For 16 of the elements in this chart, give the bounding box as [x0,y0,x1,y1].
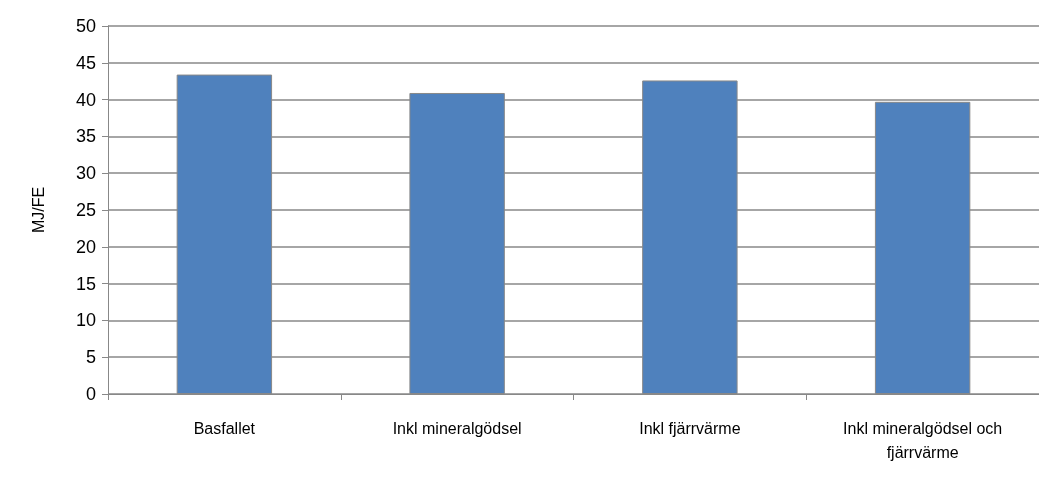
y-tick-label: 30 [75,163,96,184]
x-tick-label: Inkl mineralgödsel och fjärrvärme [843,419,1003,461]
y-tick-label: 0 [85,384,96,404]
x-tick-label: Inkl mineralgödsel [392,419,522,437]
x-tick-label: Basfallet [193,419,256,437]
y-axis-title: MJ/FE [29,186,47,234]
y-tick-label: 45 [75,52,96,73]
y-tick-label: 40 [75,89,96,110]
y-tick-label: 20 [75,236,96,257]
y-tick-label: 5 [85,347,96,368]
y-tick-label: 25 [75,200,96,220]
y-tick-label: 10 [75,310,96,331]
y-tick-label: 35 [75,126,96,147]
y-tick-label: 15 [75,273,96,294]
x-tick-label: Inkl fjärrvärme [639,419,741,437]
y-tick-label: 50 [75,16,96,36]
